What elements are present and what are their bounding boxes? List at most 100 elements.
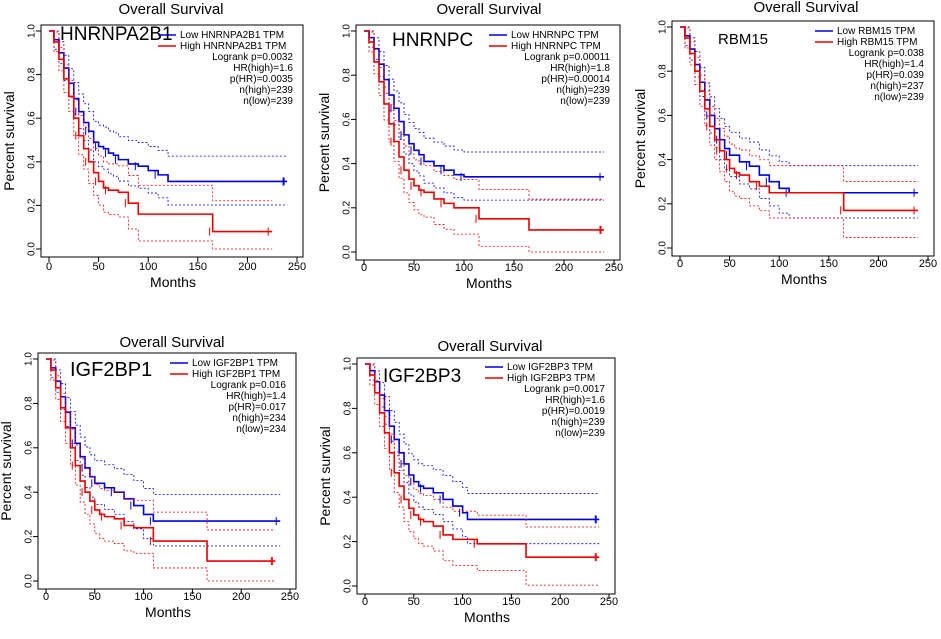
stat-line: n(high)=239 [556,85,610,96]
y-tick-label: 0.2 [27,198,38,212]
y-tick-label: 1.0 [27,24,38,38]
y-tick-label: 1.0 [342,24,353,38]
y-tick-label: 0.4 [342,156,353,170]
gene-label: HNRNPA2B1 [60,24,173,45]
stat-line: n(low)=234 [236,424,286,435]
y-axis-label: Percent survival [1,91,17,191]
stat-line: Logrank p=0.016 [211,380,287,391]
ci-lower-line [364,30,604,201]
gene-label: IGF2BP1 [70,359,152,381]
y-tick-label: 0.8 [342,68,353,82]
x-axis-label: Months [464,609,510,625]
x-tick-label: 0 [677,258,683,270]
stat-line: p(HR)=0.00014 [541,74,610,85]
series-high [49,30,273,250]
x-tick-label: 0 [46,261,52,273]
x-tick-label: 100 [453,596,471,608]
x-tick-label: 250 [288,261,306,273]
legend-entry: High RBM15 TPM [837,37,917,48]
plot-frame [355,24,621,261]
series-high [680,26,919,238]
plot-title: Overall Survival [119,334,224,351]
y-tick-label: 0.0 [27,242,38,256]
stat-line: p(HR)=0.0035 [230,74,294,85]
x-axis-label: Months [145,604,191,620]
legend-entry: Low IGF2BP3 TPM [507,362,593,373]
stat-line: HR(high)=1.6 [233,63,293,74]
stat-line: n(high)=234 [232,413,286,424]
gene-label: IGF2BP3 [383,366,461,387]
x-tick-label: 250 [605,262,623,274]
x-tick-label: 50 [408,262,420,274]
y-tick-label: 1.0 [343,357,354,371]
stat-line: n(low)=239 [560,96,610,107]
stat-line: p(HR)=0.039 [866,70,924,81]
y-tick-label: 0.2 [24,529,35,543]
legend-entry: Low HNRNPA2B1 TPM [180,30,284,41]
y-tick-label: 0.8 [343,401,354,415]
y-tick-label: 1.0 [658,20,669,34]
y-tick-label: 0.6 [342,112,353,126]
plot-frame [37,352,297,590]
survival-plot-rbm15: Overall Survival RBM15 0 50 100 150 200 250 0.0 0… [632,0,937,287]
y-tick-label: 0.6 [24,440,35,454]
series-high [365,363,600,586]
plot-frame [356,357,616,595]
ci-upper-line [364,30,604,153]
series-high [364,30,604,253]
plot-title: Overall Survival [436,1,541,18]
plot-title: Overall Survival [118,1,223,18]
y-tick-label: 0.0 [342,245,353,259]
stat-line: n(low)=239 [874,92,924,103]
stat-line: p(HR)=0.017 [228,402,286,413]
ci-upper-line [680,26,919,167]
x-tick-label: 150 [189,261,207,273]
y-tick-label: 0.0 [343,579,354,593]
ci-upper-line [46,358,281,495]
stats-block: Logrank p=0.00011HR(high)=1.8p(HR)=0.000… [524,52,610,107]
survival-curve [49,30,273,233]
x-tick-label: 150 [183,591,201,603]
gene-label: HNRNPC [392,30,473,51]
ci-lower-line [365,363,600,545]
plot-frame [40,24,304,258]
stat-line: HR(high)=1.8 [550,63,610,74]
stat-line: Logrank p=0.0032 [212,52,293,63]
x-tick-label: 100 [770,258,788,270]
x-tick-label: 50 [408,596,420,608]
ci-upper-line [49,30,288,157]
stat-line: Logrank p=0.038 [849,48,925,59]
legend-entry: Low IGF2BP1 TPM [192,358,278,369]
survival-curve [364,30,604,231]
legend-entry: High HNRNPC TPM [511,41,601,52]
y-tick-label: 0.0 [658,241,669,255]
x-tick-label: 200 [551,596,569,608]
ci-upper-line [49,30,273,202]
ci-upper-line [365,363,600,494]
stats-block: Logrank p=0.0017HR(high)=1.6p(HR)=0.0019… [524,384,605,439]
ci-upper-line [680,26,919,182]
survival-plot-igf2bp3: Overall Survival IGF2BP3 0 50 100 150 200 250 0.… [317,338,618,625]
survival-plot-hnrnpa2b1: Overall Survival HNRNPA2B1 0 50 100 150 200 250… [1,1,306,290]
y-tick-label: 0.2 [658,196,669,210]
x-tick-label: 150 [505,262,523,274]
stat-line: p(HR)=0.0019 [542,406,606,417]
survival-curve [49,30,288,183]
survival-plot-igf2bp1: Overall Survival IGF2BP1 0 50 100 150 200 250 0.… [0,334,299,620]
y-axis-label: Percent survival [316,93,332,193]
x-axis-label: Months [466,275,512,291]
stat-line: n(high)=239 [551,417,605,428]
stats-block: Logrank p=0.0032HR(high)=1.6p(HR)=0.0035… [212,52,293,107]
stat-line: n(high)=237 [870,81,924,92]
survival-curve [46,358,276,562]
stat-line: HR(high)=1.6 [545,395,605,406]
gene-label: RBM15 [718,31,768,48]
x-tick-label: 200 [869,258,887,270]
stat-line: n(low)=239 [555,428,605,439]
stat-line: Logrank p=0.00011 [524,52,610,63]
y-tick-label: 0.8 [24,396,35,410]
x-axis-label: Months [150,274,196,290]
y-tick-label: 0.4 [658,152,669,166]
survival-plot-hnrnpc: Overall Survival HNRNPC 0 50 100 150 200 250 0.0… [316,1,623,291]
